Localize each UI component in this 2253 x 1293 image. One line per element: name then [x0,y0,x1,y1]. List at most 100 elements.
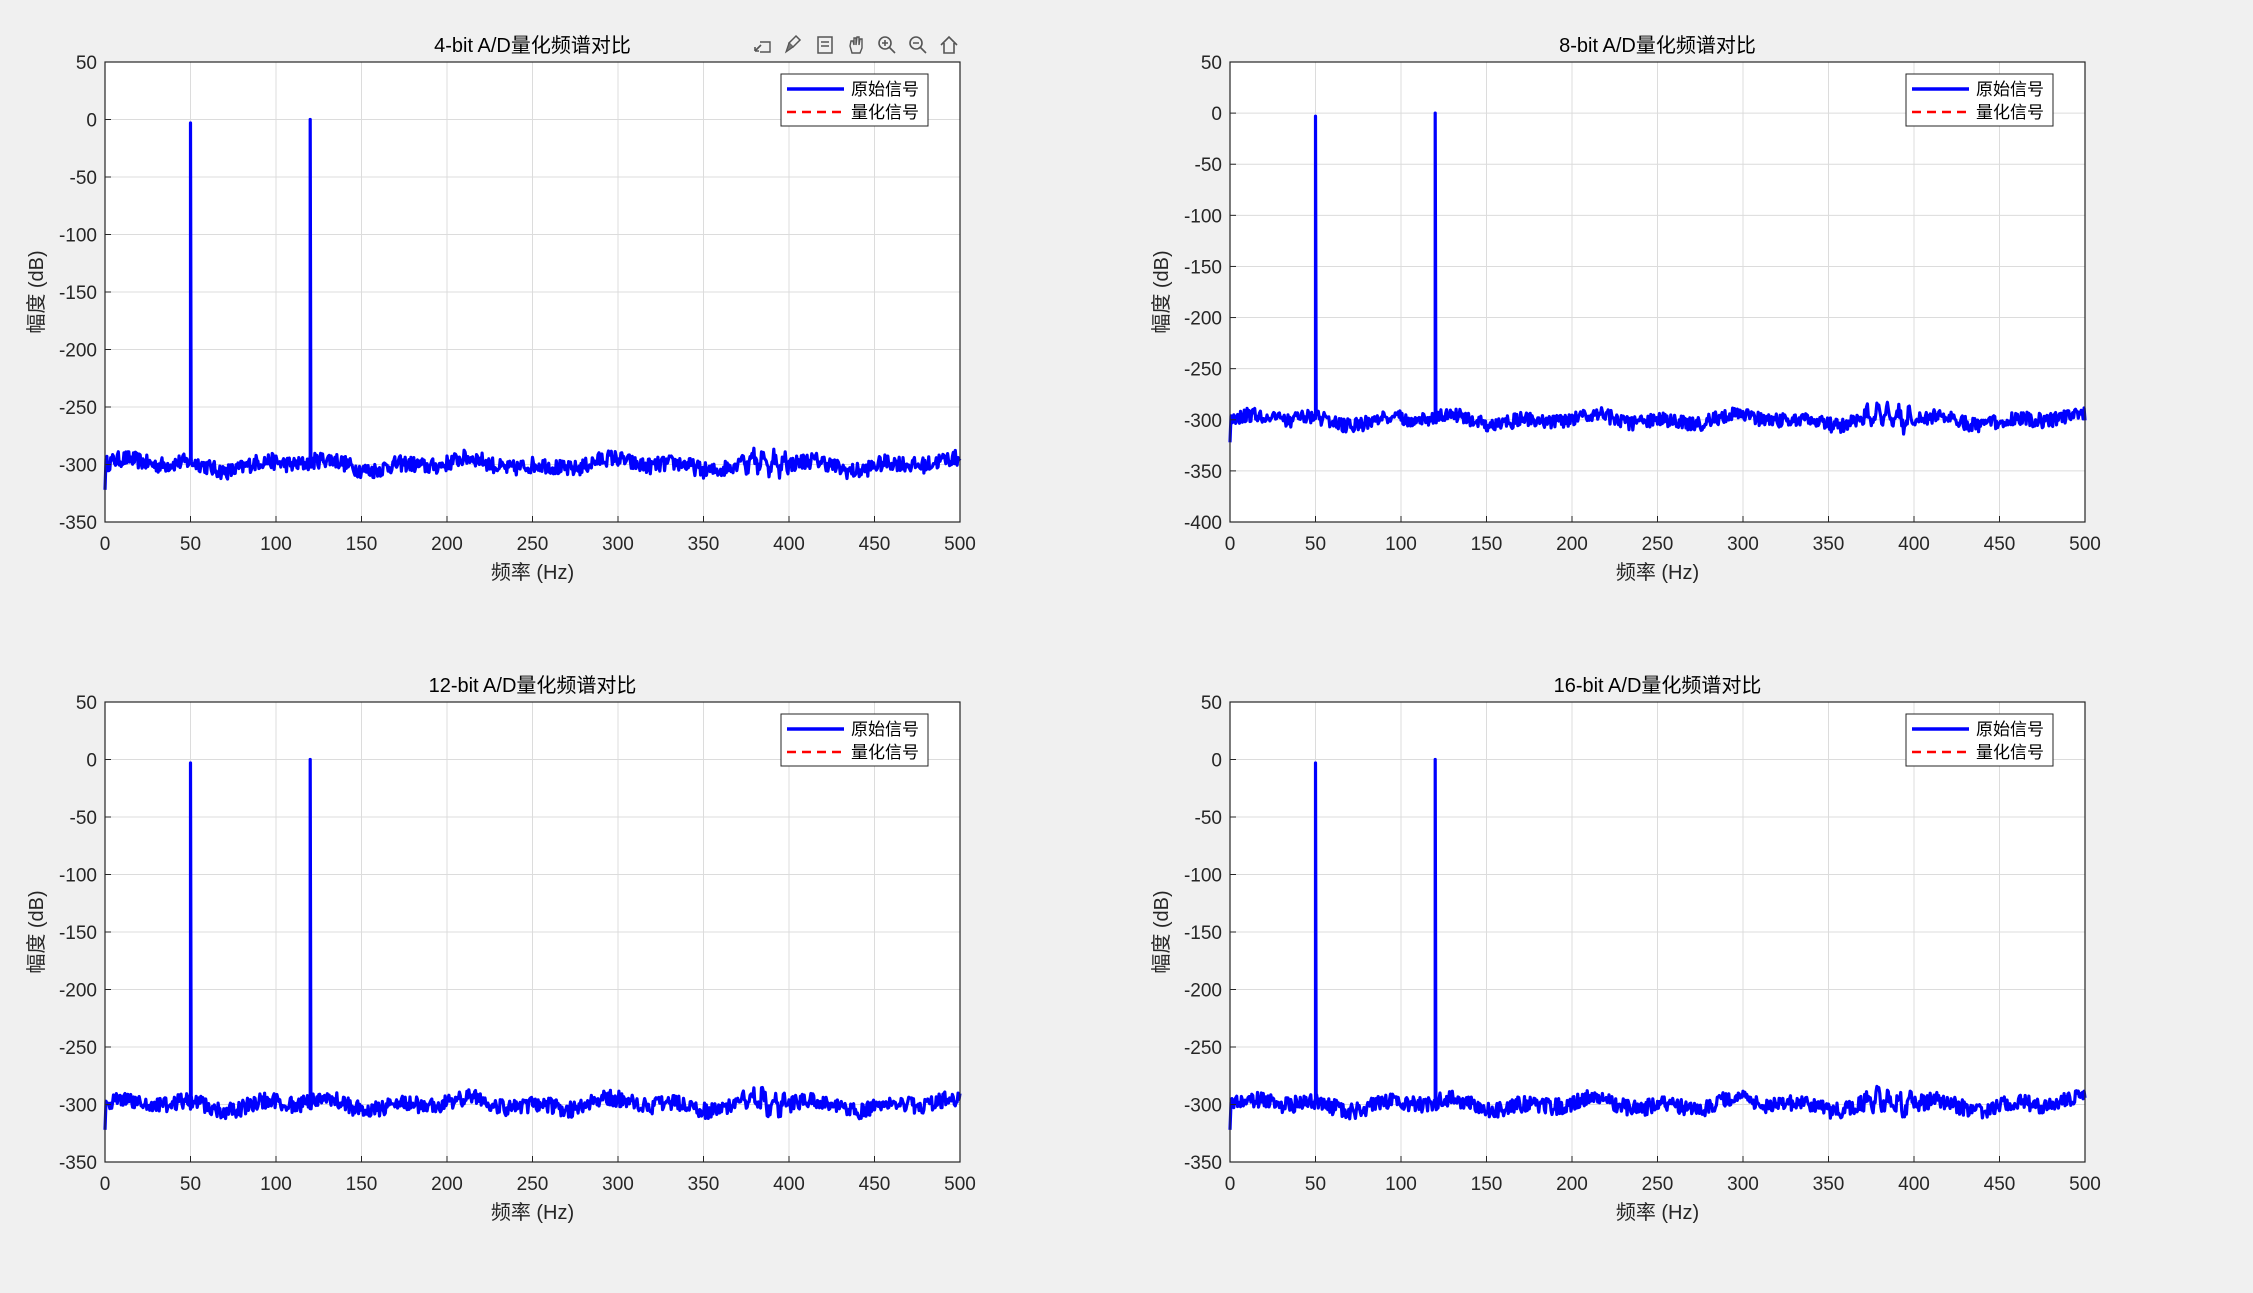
x-tick-label: 200 [1556,1174,1588,1195]
y-tick-label: -50 [70,808,97,829]
x-tick-label: 500 [944,1174,976,1195]
y-tick-label: -250 [59,398,97,419]
zoom-in-button[interactable] [872,30,901,60]
zoom-out-button[interactable] [903,30,932,60]
x-tick-label: 150 [1471,534,1503,555]
export-icon [753,41,771,53]
y-tick-label: 50 [76,53,97,74]
y-tick-label: -200 [59,341,97,362]
x-tick-label: 300 [602,534,634,555]
x-tick-label: 400 [1898,534,1930,555]
x-tick-label: 300 [1727,534,1759,555]
home-button[interactable] [934,30,963,60]
chart-2: 0 50 100 150 200 250 300 350 400 450 500500-50-100… [1150,34,2101,584]
y-tick-label: -350 [59,1153,97,1174]
legend-label-2: 量化信号 [851,743,919,762]
x-axis-label: 频率 (Hz) [491,561,574,584]
pan-hand-button[interactable] [841,30,870,60]
legend-label-1: 原始信号 [1976,80,2044,99]
legend-box [1905,713,2054,767]
x-tick-label: 200 [431,534,463,555]
y-tick-label: -300 [1184,1096,1222,1117]
x-tick-label: 300 [1727,1174,1759,1195]
pan-hand-icon [848,36,863,54]
zoom-out-icon [908,36,927,54]
y-tick-label: -300 [59,1096,97,1117]
x-tick-label: 250 [517,1174,549,1195]
x-tick-label: 400 [1898,1174,1930,1195]
x-axis-label: 频率 (Hz) [1616,1201,1699,1224]
x-axis-label: 频率 (Hz) [1616,561,1699,584]
x-tick-label: 500 [944,534,976,555]
y-tick-label: -150 [59,923,97,944]
legend-label-2: 量化信号 [851,103,919,122]
brush-icon [784,34,801,54]
x-tick-label: 100 [260,534,292,555]
chart-1: 0 50 100 150 200 250 300 350 400 450 500500-50-100… [25,34,976,584]
x-tick-label: 350 [688,534,720,555]
zoom-in-icon [877,36,896,54]
y-tick-label: 0 [86,751,97,772]
x-tick-label: 0 [100,534,111,555]
x-tick-label: 150 [1471,1174,1503,1195]
legend-label-1: 原始信号 [851,80,919,99]
y-tick-label: 50 [1201,53,1222,74]
datatip-button[interactable] [810,30,839,60]
legend-label-1: 原始信号 [851,720,919,739]
legend-label-2: 量化信号 [1976,743,2044,762]
y-tick-label: -150 [1184,257,1222,278]
y-tick-label: -250 [1184,1038,1222,1059]
axes-toolbar [748,28,963,62]
y-axis-label: 幅度 (dB) [25,890,48,973]
x-tick-label: 450 [859,534,891,555]
x-tick-label: 250 [1642,1174,1674,1195]
y-axis-label: 幅度 (dB) [1150,890,1173,973]
y-axis-label: 幅度 (dB) [1150,250,1173,333]
y-tick-label: -100 [1184,866,1222,887]
y-tick-label: -400 [1184,513,1222,534]
x-tick-label: 350 [688,1174,720,1195]
x-tick-label: 350 [1813,534,1845,555]
datatip-icon [816,36,833,54]
x-tick-label: 450 [1984,534,2016,555]
y-tick-label: -50 [70,168,97,189]
home-icon [939,35,958,54]
y-tick-label: -300 [1184,411,1222,432]
chart-4: 0 50 100 150 200 250 300 350 400 450 500500-50-100… [1150,674,2101,1224]
legend-label-2: 量化信号 [1976,103,2044,122]
x-tick-label: 300 [602,1174,634,1195]
y-tick-label: -300 [59,456,97,477]
export-button[interactable] [748,30,777,60]
x-tick-label: 450 [859,1174,891,1195]
brush-button[interactable] [779,30,808,60]
chart-title: 12-bit A/D量化频谱对比 [429,674,637,697]
y-tick-label: 50 [76,693,97,714]
y-tick-label: -200 [1184,981,1222,1002]
y-tick-label: 0 [1211,104,1222,125]
y-tick-label: -350 [59,513,97,534]
x-tick-label: 400 [773,534,805,555]
x-tick-label: 0 [1225,534,1236,555]
x-axis-label: 频率 (Hz) [491,1201,574,1224]
legend-label-1: 原始信号 [1976,720,2044,739]
x-tick-label: 50 [180,1174,201,1195]
x-tick-label: 200 [1556,534,1588,555]
chart-3: 0 50 100 150 200 250 300 350 400 450 500500-50-100… [25,674,976,1224]
x-tick-label: 450 [1984,1174,2016,1195]
legend-box [780,713,929,767]
y-tick-label: -200 [1184,309,1222,330]
x-tick-label: 200 [431,1174,463,1195]
x-tick-label: 250 [1642,534,1674,555]
series-original-line [103,117,962,490]
y-tick-label: -350 [1184,1153,1222,1174]
legend-box [780,73,929,127]
legend-box [1905,73,2054,127]
x-tick-label: 0 [1225,1174,1236,1195]
y-tick-label: 0 [86,111,97,132]
y-tick-label: -50 [1195,155,1222,176]
